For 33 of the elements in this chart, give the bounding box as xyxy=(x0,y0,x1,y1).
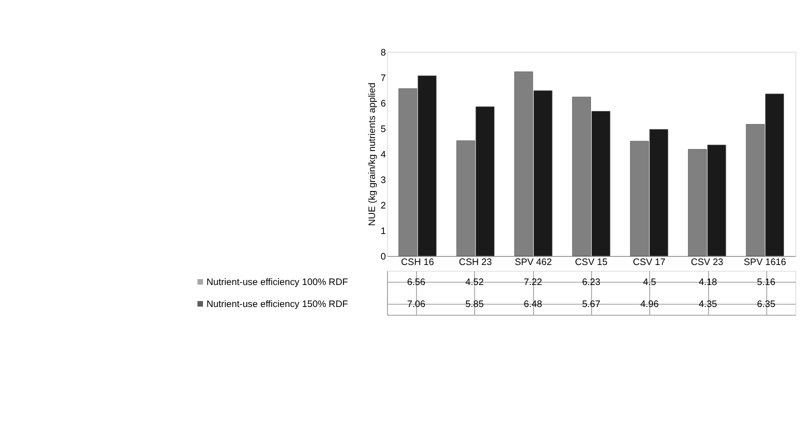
y-tick-label: 1 xyxy=(380,224,386,236)
y-tick-label: 0 xyxy=(380,250,386,262)
x-tick-label: CSH 23 xyxy=(458,256,492,267)
data-label: 6.35 xyxy=(757,298,776,309)
y-tick-label: 6 xyxy=(380,97,386,108)
data-label: 4.18 xyxy=(698,276,718,287)
x-tick-label: CSV 17 xyxy=(632,256,666,267)
y-tick-label: 8 xyxy=(380,46,386,58)
y-tick-label: 4 xyxy=(380,148,386,160)
y-tick-label: 5 xyxy=(380,122,386,134)
x-tick-label: CSV 15 xyxy=(575,256,608,267)
data-label: 5.85 xyxy=(465,298,484,309)
data-label: 7.06 xyxy=(407,298,426,309)
data-label: 4.96 xyxy=(640,298,659,309)
data-label: 4.35 xyxy=(698,298,718,309)
x-tick-label: CSH 16 xyxy=(401,256,434,267)
y-tick-label: 7 xyxy=(380,72,386,83)
data-label: 5.16 xyxy=(757,276,776,287)
data-label: 6.23 xyxy=(582,276,600,287)
legend-label: Nutrient-use efficiency 100% RDF xyxy=(206,276,348,287)
x-tick-label: SPV 462 xyxy=(514,256,552,267)
x-tick-label: SPV 1616 xyxy=(744,256,786,267)
legend-label: Nutrient-use efficiency 150% RDF xyxy=(206,298,348,309)
data-label: 5.67 xyxy=(582,298,600,309)
data-label: 6.56 xyxy=(407,276,426,287)
y-tick-label: 3 xyxy=(380,174,386,185)
y-tick-label: 2 xyxy=(380,199,386,210)
y-axis-title: NUE (kg grain/kg nutrients applied xyxy=(366,82,378,226)
data-label: 6.48 xyxy=(524,298,542,309)
data-label: 4.52 xyxy=(465,276,484,287)
data-label: 7.22 xyxy=(524,276,542,287)
data-label: 4.5 xyxy=(643,276,656,287)
x-tick-label: CSV 23 xyxy=(690,256,724,267)
